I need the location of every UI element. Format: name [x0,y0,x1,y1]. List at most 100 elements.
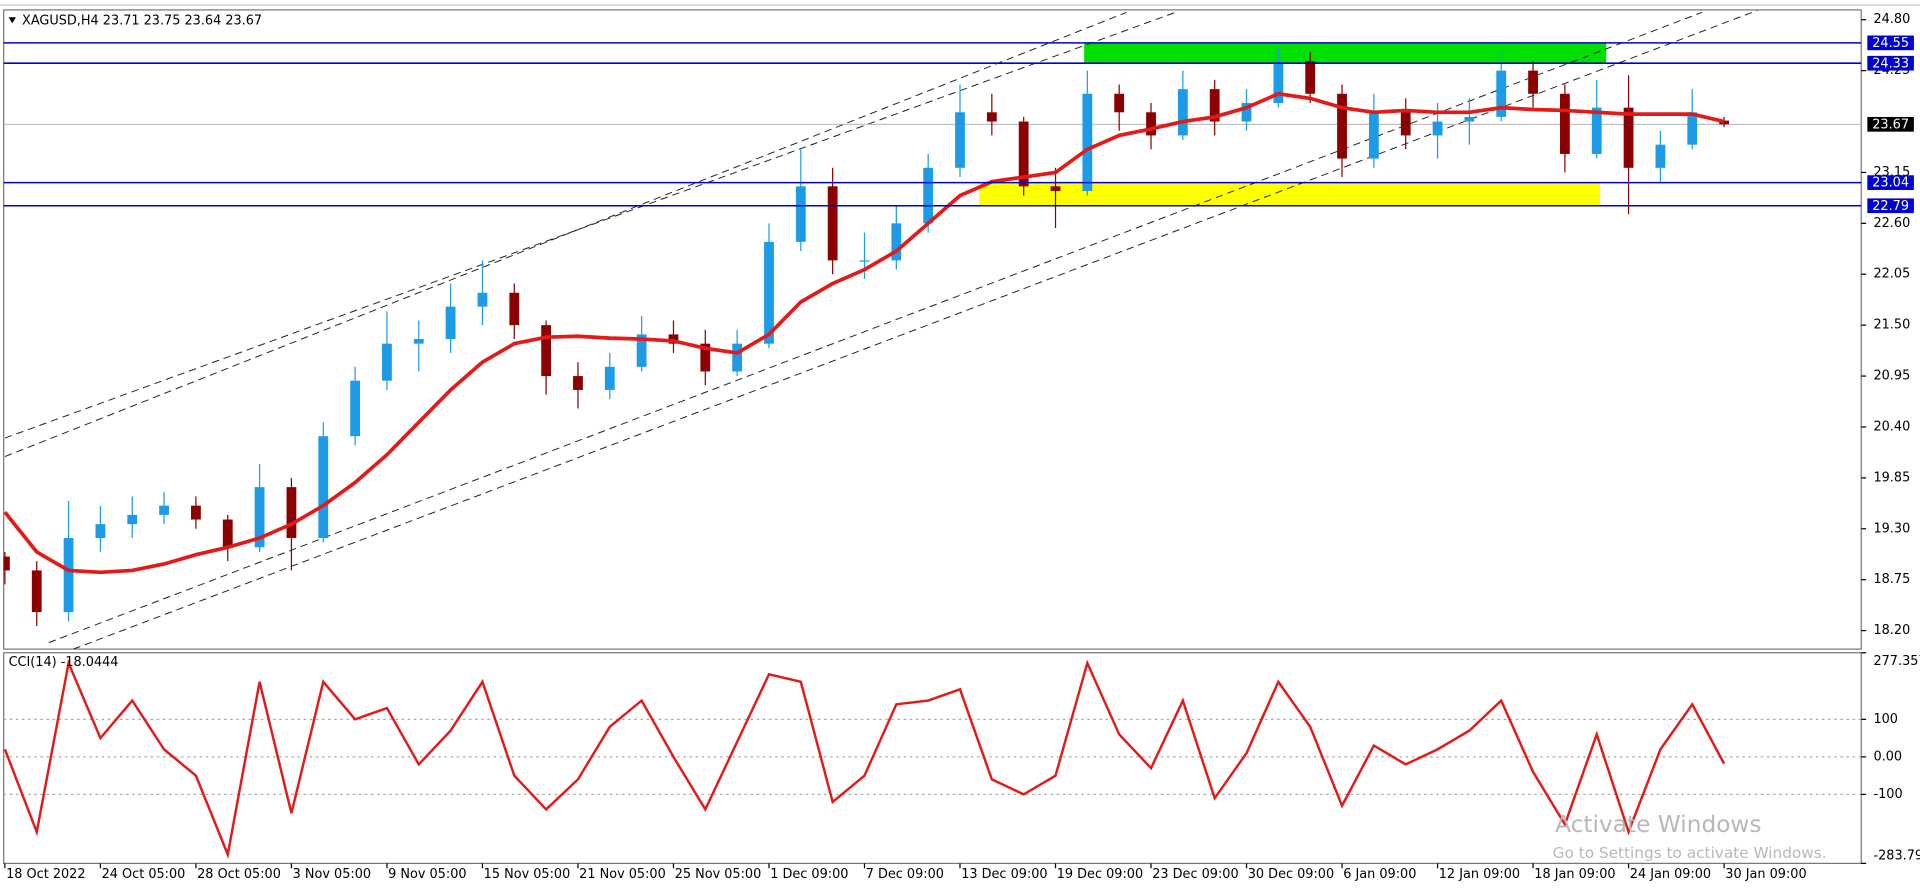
x-tick-label: 3 Nov 05:00 [293,867,371,882]
y-tick-label: 18.20 [1873,623,1910,638]
x-tick-label: 7 Dec 09:00 [866,867,944,882]
candle-body [986,112,997,122]
x-tick-label: 21 Nov 05:00 [579,867,666,882]
x-tick-label: 18 Oct 2022 [6,867,85,882]
x-tick-label: 13 Dec 09:00 [961,867,1047,882]
cci-plot [3,658,1862,859]
candle-body [541,325,552,377]
candle-body [222,519,233,548]
candle-body [350,380,360,437]
candle-body [191,505,201,520]
y-tick-label: 19.30 [1873,521,1910,536]
candle-body [1018,121,1029,187]
candle-body [636,334,647,367]
candle-body [1528,70,1538,94]
cci-panel [3,652,1862,864]
y-tick-label: 18.75 [1873,572,1910,587]
x-tick-label: 9 Nov 05:00 [388,867,466,882]
candle-body [445,306,456,340]
x-tick-label: 28 Oct 05:00 [197,867,281,882]
y-tick-label: 19.85 [1873,470,1910,485]
candle-body [1050,186,1061,191]
y-tick-label: 0.00 [1873,749,1902,764]
candle-body [509,292,520,326]
candle-body [1623,107,1634,168]
x-tick-label: 25 Nov 05:00 [675,867,762,882]
watermark-subtitle: Go to Settings to activate Windows. [1553,844,1827,862]
candle-body [1337,93,1347,159]
y-tick-label: 24.80 [1873,12,1910,27]
candle-body [3,556,10,571]
current-price-box [1867,116,1914,132]
candle-body [1146,112,1156,136]
level-label: 23.04 [1872,176,1909,191]
chart-title: XAGUSD,H4 23.71 23.75 23.64 23.67 [22,13,262,28]
candle-body [159,505,169,515]
candle-body [477,292,488,307]
candle-body [1273,61,1284,104]
candle-body [573,376,583,390]
candle-body [1368,112,1379,159]
y-tick-label: 21.50 [1873,318,1910,333]
candle-body [700,343,711,372]
x-tick-label: 23 Dec 09:00 [1152,867,1238,882]
candle-body [955,112,965,168]
y-tick-label: 277.357 [1873,654,1920,669]
price-panel [3,9,1862,650]
candle-body [318,436,329,539]
level-label-box [1867,198,1914,214]
candle-body [254,487,265,548]
candle-body [795,186,806,242]
candle-body [31,570,42,613]
candle-body [1432,121,1443,136]
watermark-title: Activate Windows [1555,811,1761,838]
cci-line [3,658,1726,859]
candle-body [1400,112,1411,136]
y-tick-label: -283.796 [1873,849,1920,864]
candle-body [95,524,106,539]
candle-body [604,366,615,390]
level-label-box [1867,35,1914,51]
candle-body [127,514,138,525]
candle-body [1687,112,1698,145]
current-price-label: 23.67 [1872,117,1909,132]
candle-body [1496,70,1507,117]
candle-body [732,343,743,372]
candle-body [859,260,870,262]
y-tick-label: 100 [1873,712,1898,727]
candle-body [1560,93,1570,154]
candle-body [891,223,902,261]
zone [979,182,1600,206]
y-tick-label: 20.95 [1873,369,1910,384]
trendline [4,11,1127,458]
candle-body [923,167,934,224]
zone [1084,42,1607,64]
x-tick-label: 18 Jan 09:00 [1534,867,1615,882]
axes: 24.8024.2523.1522.6022.0521.5020.9520.40… [4,12,1920,882]
trendline [73,10,1758,650]
y-tick-label: -100 [1873,787,1902,802]
candle-body [668,334,679,344]
x-tick-label: 30 Jan 09:00 [1725,867,1806,882]
level-label: 24.55 [1872,36,1909,51]
x-tick-label: 24 Oct 05:00 [102,867,186,882]
candle-body [1305,61,1316,94]
menu-arrow [8,17,16,24]
x-tick-label: 15 Nov 05:00 [484,867,571,882]
x-tick-label: 6 Jan 09:00 [1343,867,1416,882]
candle-body [382,343,392,381]
candle-body [63,538,74,613]
x-tick-label: 24 Jan 09:00 [1630,867,1711,882]
level-label: 22.79 [1872,199,1909,214]
candle-body [1114,93,1125,113]
candle-body [1209,89,1220,122]
cci-title: CCI(14) -18.0444 [9,655,119,670]
candle-body [1177,89,1188,136]
x-tick-label: 12 Jan 09:00 [1439,867,1520,882]
candle-body [286,487,297,539]
candle-body [413,339,424,344]
candle-body [1591,107,1602,154]
candle-body [827,186,838,261]
